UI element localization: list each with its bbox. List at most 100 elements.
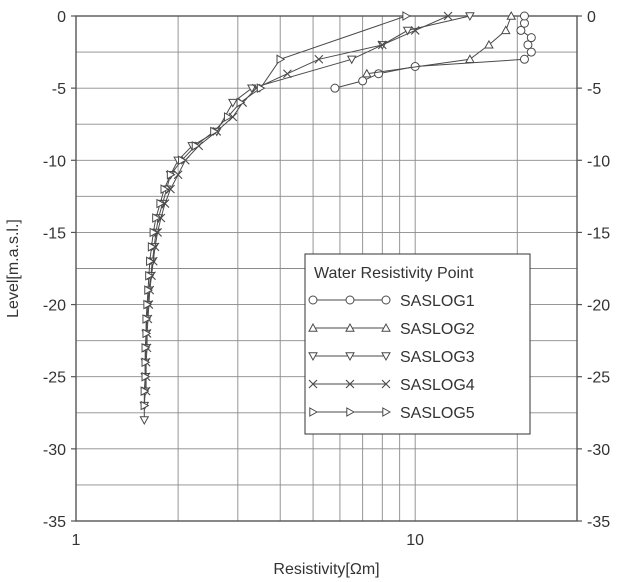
legend-entry-saslog3: SASLOG3	[308, 349, 475, 366]
data-point-saslog1	[516, 25, 526, 35]
data-point-saslog5	[140, 400, 150, 411]
data-point-saslog1	[519, 11, 529, 21]
data-point-saslog3	[247, 84, 257, 94]
data-point-saslog5	[166, 169, 176, 180]
series-saslog2	[361, 10, 517, 78]
data-point-saslog5	[223, 112, 233, 122]
data-point-saslog4	[173, 170, 183, 180]
legend-marker-saslog5	[309, 407, 319, 417]
series-layer	[139, 10, 536, 426]
legend-entry-saslog2: SASLOG2	[308, 321, 475, 338]
legend-label-saslog1: SASLOG1	[400, 293, 475, 310]
y-tick-label-left: -30	[43, 442, 66, 459]
legend-marker-saslog5	[382, 407, 392, 417]
legend-marker-saslog2	[381, 322, 391, 332]
data-point-saslog5	[236, 97, 246, 108]
x-axis-title: Resistivity[Ωm]	[273, 561, 379, 578]
data-point-saslog2	[484, 39, 494, 49]
data-point-saslog3	[139, 416, 150, 426]
data-point-saslog4	[377, 40, 387, 50]
legend-marker-saslog1	[345, 295, 355, 305]
legend-entry-saslog5: SASLOG5	[309, 405, 475, 422]
data-point-saslog4	[156, 213, 166, 223]
data-point-saslog5	[147, 242, 157, 252]
data-point-saslog3	[402, 26, 413, 36]
data-point-saslog5	[149, 227, 159, 238]
data-point-saslog5	[144, 285, 153, 295]
legend-marker-saslog4	[308, 379, 318, 389]
data-point-saslog5	[142, 328, 152, 339]
data-point-saslog4	[314, 54, 324, 64]
legend-marker-saslog3	[345, 352, 355, 362]
data-point-saslog1	[519, 54, 529, 64]
legend-entry-saslog4: SASLOG4	[308, 377, 475, 394]
legend: Water Resistivity Point SASLOG1 SASLOG2 SA…	[304, 253, 531, 435]
data-point-saslog1	[526, 33, 536, 43]
data-point-saslog5	[141, 343, 151, 353]
y-tick-label-left: -25	[43, 370, 66, 387]
y-tick-label-left: 0	[57, 9, 66, 26]
legend-label-saslog2: SASLOG2	[400, 321, 475, 338]
data-point-saslog5	[146, 256, 155, 267]
data-point-saslog5	[210, 126, 219, 137]
data-point-saslog5	[141, 371, 151, 382]
data-point-saslog1	[358, 76, 368, 86]
legend-label-saslog3: SASLOG3	[400, 349, 475, 366]
data-point-saslog5	[156, 198, 166, 209]
data-point-saslog5	[143, 299, 153, 310]
legend-label-saslog5: SASLOG5	[400, 405, 475, 422]
data-point-saslog5	[152, 213, 161, 223]
data-point-saslog2	[465, 54, 475, 63]
data-point-saslog3	[227, 98, 238, 108]
y-tick-label-right: -25	[587, 370, 610, 387]
y-tick-label-right: -10	[587, 153, 610, 170]
legend-marker-saslog1	[381, 295, 391, 305]
legend-marker-saslog4	[381, 379, 391, 389]
data-point-saslog5	[140, 386, 150, 396]
data-point-saslog1	[374, 69, 384, 79]
data-point-saslog1	[330, 83, 340, 93]
data-point-saslog4	[283, 69, 292, 79]
y-tick-label-right: -5	[587, 81, 601, 98]
legend-marker-saslog4	[345, 379, 355, 389]
data-point-saslog1	[523, 40, 533, 50]
data-point-saslog1	[526, 47, 536, 57]
data-point-saslog5	[256, 83, 266, 93]
y-tick-label-right: 0	[587, 9, 596, 26]
data-point-saslog3	[346, 55, 357, 65]
data-point-saslog5	[402, 11, 412, 21]
legend-title: Water Resistivity Point	[314, 265, 474, 282]
series-saslog5	[140, 11, 412, 411]
y-axis-title: Level[m.a.s.l.]	[5, 219, 22, 318]
legend-marker-saslog3	[308, 352, 318, 362]
x-tick-label: 10	[406, 532, 424, 549]
x-tick-label: 1	[72, 532, 81, 549]
legend-marker-saslog3	[381, 352, 391, 362]
data-point-saslog5	[276, 54, 286, 65]
data-point-saslog4	[410, 26, 420, 35]
y-tick-label-left: -35	[43, 514, 66, 531]
y-tick-label-left: -5	[52, 81, 66, 98]
y-tick-label-left: -20	[43, 298, 66, 315]
data-point-saslog5	[160, 184, 170, 194]
legend-entry-saslog1: SASLOG1	[308, 293, 475, 310]
axis-ticks: 0 0 -5 -5 -10 -10 -15 -15 -20 -20 -25 -25 -30 -30 -35 -…	[43, 9, 610, 549]
data-point-saslog2	[500, 25, 511, 35]
data-point-saslog4	[443, 11, 453, 21]
legend-marker-saslog5	[346, 407, 356, 417]
legend-box	[304, 253, 531, 435]
y-tick-label-right: -35	[587, 514, 610, 531]
data-point-saslog5	[142, 314, 152, 324]
data-point-saslog2	[506, 10, 517, 20]
y-tick-label-right: -30	[587, 442, 610, 459]
legend-marker-saslog1	[308, 295, 318, 305]
y-tick-label-right: -20	[587, 298, 610, 315]
data-point-saslog5	[178, 155, 187, 166]
legend-marker-saslog2	[308, 322, 318, 332]
data-point-saslog5	[141, 357, 151, 368]
plot-frame	[75, 15, 578, 522]
data-point-saslog2	[361, 68, 372, 78]
y-tick-label-right: -15	[587, 225, 610, 242]
data-point-saslog5	[191, 141, 201, 151]
